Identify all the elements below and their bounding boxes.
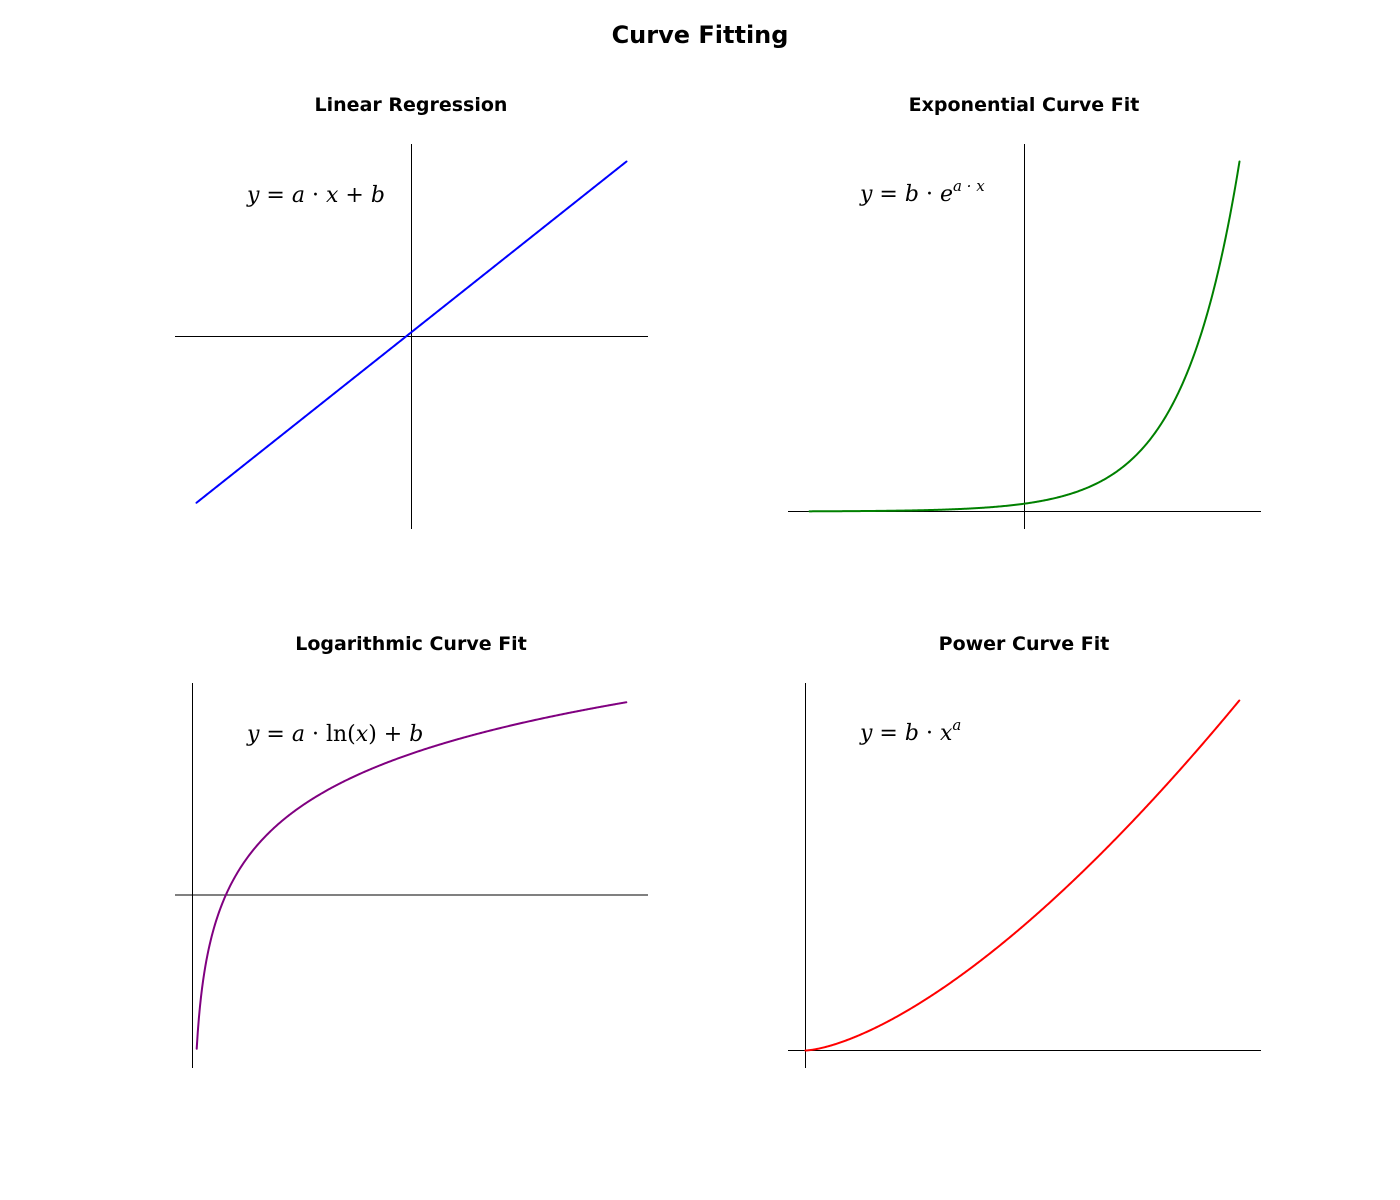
panel-linear-series-line	[195, 160, 628, 504]
panel-logarithmic-title: Logarithmic Curve Fit	[295, 633, 527, 655]
panel-linear-title: Linear Regression	[315, 94, 508, 116]
panel-power: Power Curve Fit y = b · xa	[788, 633, 1261, 1068]
panel-logarithmic-formula: y = a · ln(x) + b	[246, 722, 423, 747]
panel-linear-formula: y = a · x + b	[246, 183, 385, 208]
panel-power-title: Power Curve Fit	[939, 633, 1110, 655]
panel-exponential-formula: y = b · ea · x	[859, 177, 985, 207]
figure-title: Curve Fitting	[612, 21, 789, 49]
panel-exponential-title: Exponential Curve Fit	[909, 94, 1140, 116]
panel-logarithmic-series-line	[195, 701, 628, 1050]
panel-logarithmic: Logarithmic Curve Fit y = a · ln(x) + b	[175, 633, 648, 1068]
panel-power-formula: y = b · xa	[859, 716, 961, 746]
panel-exponential-series-line	[808, 160, 1241, 513]
panel-power-series-line	[804, 699, 1241, 1052]
panel-exponential: Exponential Curve Fit y = b · ea · x	[788, 94, 1261, 529]
panel-linear: Linear Regression y = a · x + b	[175, 94, 648, 529]
